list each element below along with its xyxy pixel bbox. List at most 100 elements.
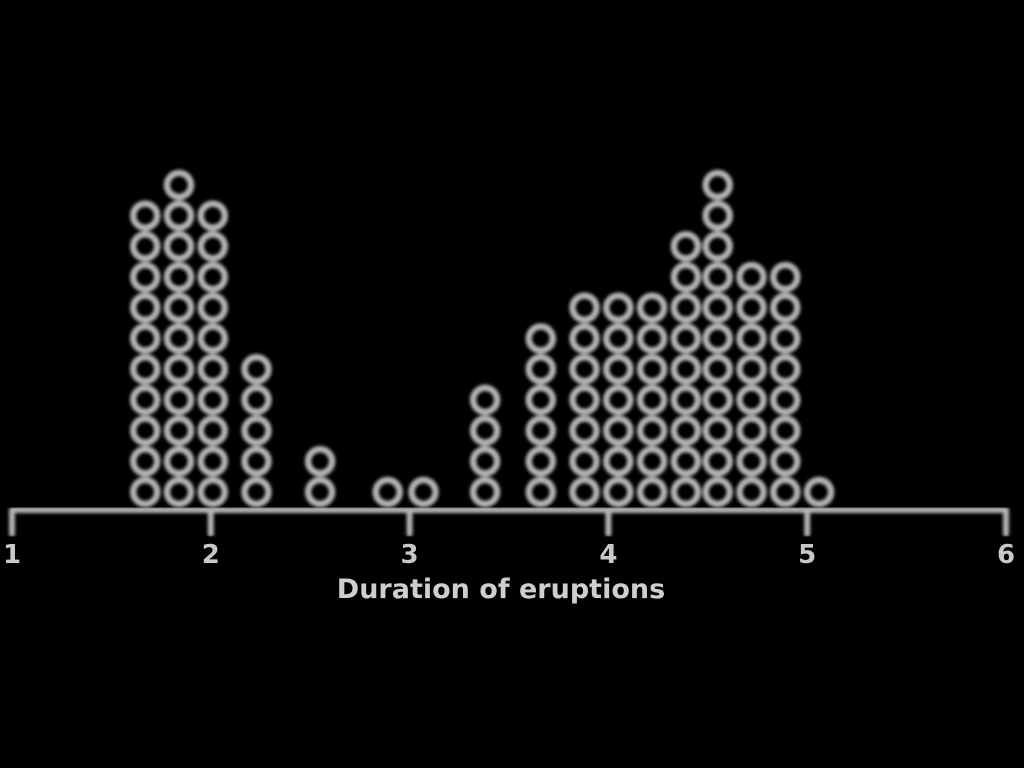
data-dot xyxy=(241,384,272,416)
data-dot xyxy=(525,415,557,446)
data-dot xyxy=(163,446,195,477)
data-dot xyxy=(736,476,767,508)
data-dot xyxy=(770,415,801,446)
x-tick-label: 5 xyxy=(798,540,816,570)
data-dot xyxy=(525,353,557,385)
data-dot xyxy=(163,231,195,262)
data-dot xyxy=(670,384,702,416)
data-dot xyxy=(670,476,702,508)
data-dot xyxy=(241,415,272,446)
data-dot xyxy=(241,476,272,508)
data-dot xyxy=(469,415,501,446)
data-dot xyxy=(197,231,229,262)
data-dot xyxy=(163,323,195,354)
data-dot xyxy=(603,353,634,385)
data-dot xyxy=(525,446,557,477)
data-dot xyxy=(569,323,600,354)
data-dot xyxy=(197,476,229,508)
data-dot xyxy=(197,415,229,446)
data-dot xyxy=(603,476,634,508)
data-dot xyxy=(636,476,668,508)
data-dot xyxy=(670,231,702,262)
data-dot xyxy=(569,476,600,508)
data-dot xyxy=(770,323,801,354)
data-dot xyxy=(770,446,801,477)
data-dot xyxy=(636,323,668,354)
dot-series xyxy=(129,169,835,508)
x-tick-label: 1 xyxy=(3,540,21,570)
data-dot xyxy=(636,384,668,416)
data-dot xyxy=(736,292,767,324)
data-dot xyxy=(569,292,600,324)
data-dot xyxy=(770,292,801,324)
data-dot xyxy=(304,446,336,477)
data-dot xyxy=(770,476,801,508)
data-dot xyxy=(372,476,403,508)
data-dot xyxy=(525,323,557,354)
data-dot xyxy=(569,353,600,385)
data-dot xyxy=(129,476,161,508)
data-dot xyxy=(670,415,702,446)
data-dot xyxy=(803,476,835,508)
x-tick-label: 6 xyxy=(997,540,1015,570)
data-dot xyxy=(736,261,767,293)
data-dot xyxy=(702,169,733,201)
data-dot xyxy=(163,292,195,324)
data-dot xyxy=(569,384,600,416)
x-tick-label: 3 xyxy=(401,540,419,570)
data-dot xyxy=(129,231,161,262)
data-dot xyxy=(129,261,161,293)
data-dot xyxy=(197,323,229,354)
data-dot xyxy=(736,415,767,446)
data-dot xyxy=(163,476,195,508)
data-dot xyxy=(197,292,229,324)
data-dot xyxy=(469,476,501,508)
data-dot xyxy=(736,323,767,354)
data-dot xyxy=(197,353,229,385)
data-dot xyxy=(603,292,634,324)
data-dot xyxy=(636,415,668,446)
data-dot xyxy=(670,261,702,293)
data-dot xyxy=(197,261,229,293)
data-dot xyxy=(702,476,733,508)
data-dot xyxy=(770,261,801,293)
data-dot xyxy=(241,446,272,477)
data-dot xyxy=(129,292,161,324)
data-dot xyxy=(603,415,634,446)
x-axis-labels: 1 2 3 4 5 6 xyxy=(3,540,1015,570)
data-dot xyxy=(163,169,195,201)
data-dot xyxy=(129,323,161,354)
data-dot xyxy=(770,353,801,385)
data-dot xyxy=(603,384,634,416)
data-dot xyxy=(525,384,557,416)
data-dot xyxy=(569,415,600,446)
data-dot xyxy=(197,200,229,231)
data-dot xyxy=(670,353,702,385)
data-dot xyxy=(129,200,161,231)
data-dot xyxy=(736,446,767,477)
data-dot xyxy=(702,261,733,293)
data-dot xyxy=(636,446,668,477)
data-dot xyxy=(702,323,733,354)
data-dot xyxy=(736,353,767,385)
data-dot xyxy=(702,231,733,262)
data-dot xyxy=(129,384,161,416)
data-dot xyxy=(197,446,229,477)
data-dot xyxy=(163,384,195,416)
data-dot xyxy=(163,200,195,231)
data-dot xyxy=(736,384,767,416)
x-tick-label: 2 xyxy=(202,540,220,570)
data-dot xyxy=(636,353,668,385)
data-dot xyxy=(408,476,439,508)
data-dot xyxy=(702,200,733,231)
data-dot xyxy=(129,446,161,477)
x-axis-title: Duration of eruptions xyxy=(337,574,665,605)
data-dot xyxy=(163,353,195,385)
data-dot xyxy=(702,415,733,446)
data-dot xyxy=(241,353,272,385)
data-dot xyxy=(129,353,161,385)
data-dot xyxy=(770,384,801,416)
data-dot xyxy=(603,446,634,477)
